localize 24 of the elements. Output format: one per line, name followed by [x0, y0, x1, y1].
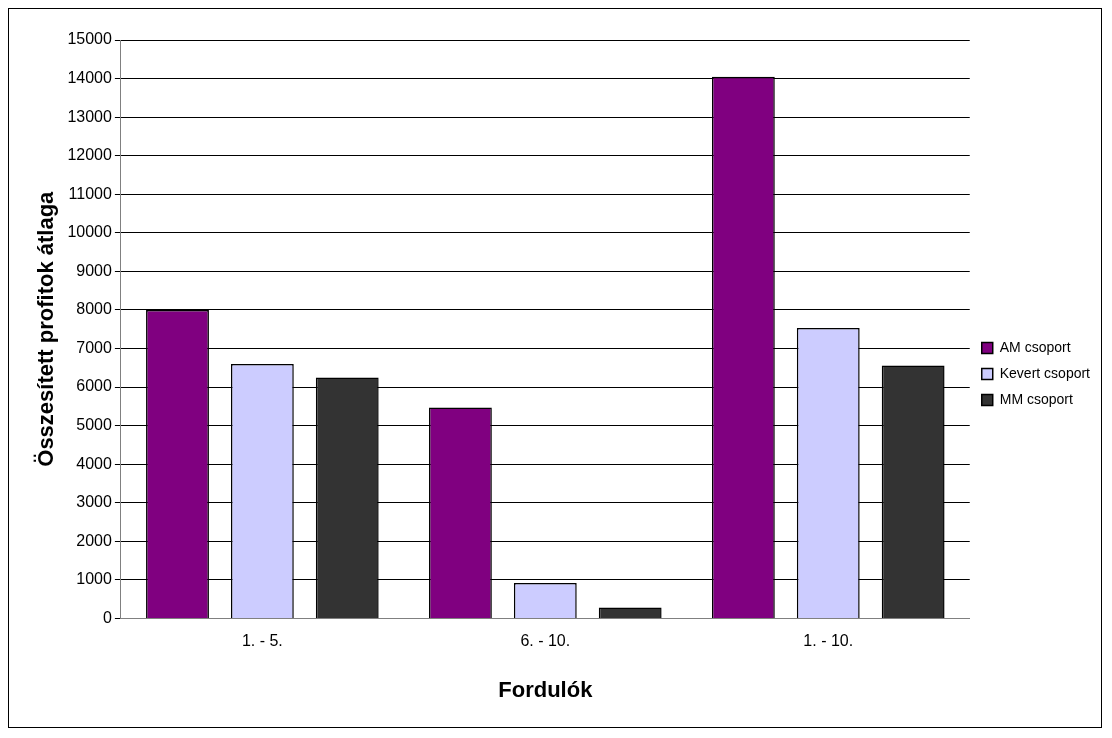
y-tick-label: 0: [102, 608, 112, 626]
y-tick-label: 11000: [68, 184, 112, 202]
x-tick-label: 6. - 10.: [520, 632, 571, 650]
y-tick-label: 14000: [67, 68, 112, 86]
y-tick-label: 8000: [76, 300, 112, 318]
y-tick-label: 9000: [76, 261, 112, 279]
y-tick-label: 5000: [76, 416, 112, 434]
x-tick-label: 1. - 5.: [241, 632, 283, 650]
y-tick-label: 12000: [67, 146, 112, 164]
y-tick-label: 6000: [76, 377, 112, 395]
legend-label: AM csoport: [999, 338, 1071, 355]
legend-label: Kevert csoport: [999, 364, 1091, 381]
x-tick-label: 1. - 10.: [803, 632, 854, 650]
legend-label: MM csoport: [999, 390, 1073, 407]
y-tick-label: 13000: [67, 107, 112, 125]
y-tick-label: 15000: [67, 30, 112, 48]
y-tick-label: 1000: [76, 570, 112, 588]
y-tick-label: 3000: [76, 493, 112, 511]
y-tick-label: 7000: [76, 338, 112, 356]
y-tick-label: 2000: [76, 531, 112, 549]
y-axis-title: Összesített profitok átlaga: [33, 190, 59, 467]
y-tick-label: 4000: [76, 454, 112, 472]
y-tick-label: 10000: [67, 223, 112, 241]
x-axis-title: Fordulók: [498, 676, 594, 702]
